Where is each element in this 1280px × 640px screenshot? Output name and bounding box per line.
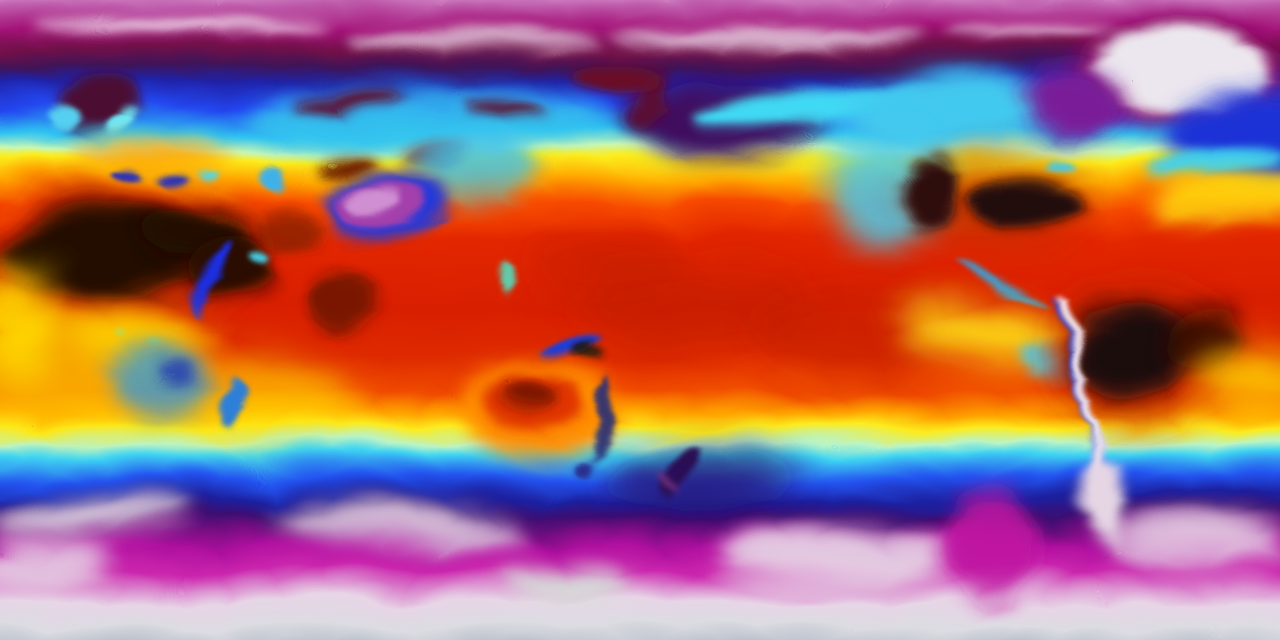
gulf-stream-warm-swirl	[1140, 166, 1280, 224]
mediterranean-east	[161, 166, 189, 178]
arctic-cloud-streak	[30, 8, 330, 24]
california-current-cool	[823, 125, 933, 245]
antarctic-interior-patch	[495, 560, 625, 596]
madagascar	[212, 372, 236, 420]
great-dividing-range	[587, 370, 609, 454]
tasmania	[577, 455, 595, 469]
brazil-atlantic-warm	[1193, 338, 1280, 398]
arctic-cloud-streak	[940, 16, 1120, 32]
pacific-warm-swirl	[570, 255, 810, 345]
greenland-ice-sheet	[1090, 18, 1266, 106]
antarctic-magenta-tongue	[937, 485, 1033, 595]
amazon-hot-region	[1066, 292, 1186, 392]
northeast-siberia-region	[570, 54, 650, 86]
southern-ocean-white-swirl	[0, 535, 100, 585]
australia-hot-core	[496, 376, 544, 404]
mediterranean-west	[112, 161, 148, 175]
south-pacific-cold-patch	[610, 440, 790, 500]
red-sea	[191, 237, 225, 307]
arctic-cloud-streak	[600, 19, 920, 37]
southern-ocean-white-swirl	[1100, 516, 1280, 560]
tibetan-plateau-core	[340, 180, 396, 204]
southern-africa-highlands	[152, 362, 188, 382]
southern-ocean-white-swirl	[0, 494, 180, 530]
baltic-sea	[97, 104, 127, 128]
levant-cool-spot	[198, 165, 218, 175]
east-asia-cool-region	[415, 128, 525, 192]
great-lakes-cool-spot	[1038, 152, 1066, 164]
southern-africa-cool-region	[104, 344, 200, 412]
hudson-bay-cold-region	[1015, 68, 1115, 132]
iran-hot-region	[245, 205, 315, 245]
philippines-cool-spot	[489, 250, 505, 286]
canada-cool-region	[845, 67, 1035, 143]
british-isles	[39, 102, 71, 122]
siberia-cool-band	[240, 80, 600, 144]
new-guinea-dark-spot	[565, 335, 585, 345]
southern-ocean-white-swirl	[265, 502, 525, 542]
southern-ocean-white-swirl	[710, 522, 950, 582]
kamchatka-ridge	[625, 61, 655, 129]
siberia-ridge	[285, 80, 395, 104]
southern-plains-hot-region	[960, 172, 1072, 224]
southwest-us-hot-region	[898, 147, 952, 223]
north-atlantic-cyan-swirl	[1136, 139, 1274, 177]
southern-europe-warm-strip	[70, 134, 230, 166]
caspian-sea	[260, 158, 284, 186]
central-america-coast	[946, 257, 1044, 299]
new-guinea-highlands	[532, 328, 592, 348]
persian-gulf	[248, 247, 268, 257]
siberia-ridge	[455, 93, 545, 113]
arctic-cloud-streak	[350, 20, 590, 40]
taklamakan-hot-region	[320, 146, 384, 170]
patagonia-cold-region	[1081, 458, 1123, 538]
south-indian-mild-band	[160, 350, 340, 430]
india-hot-region	[302, 262, 374, 322]
